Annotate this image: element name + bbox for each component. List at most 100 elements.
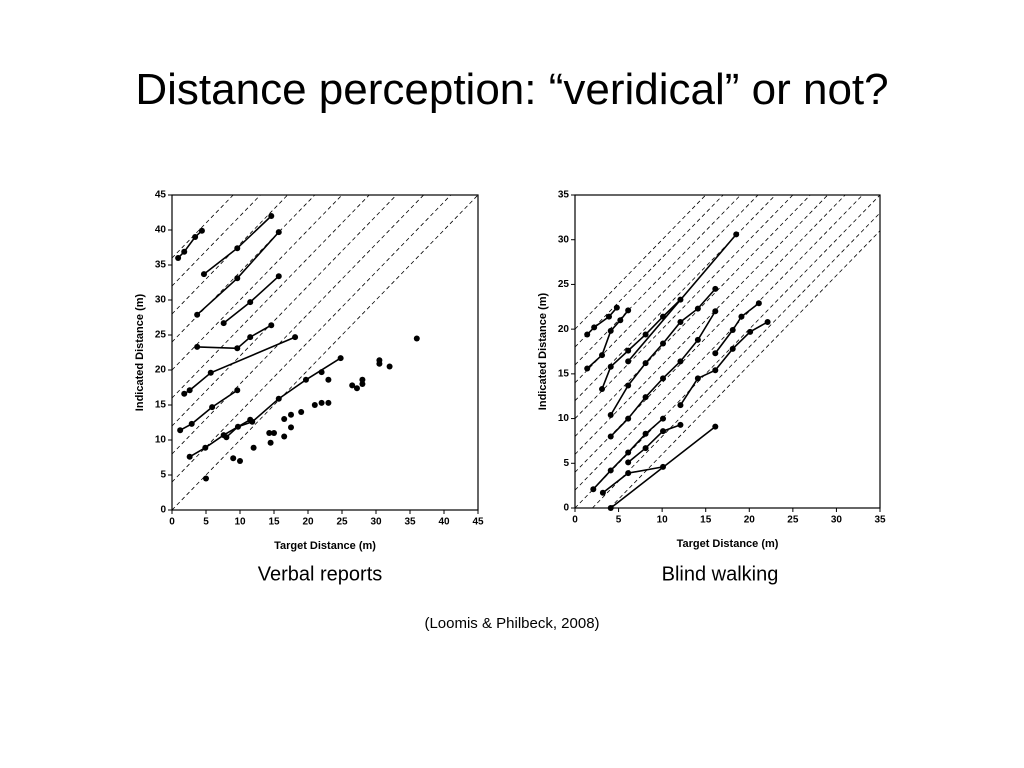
data-point [209,404,216,411]
data-point [292,334,299,341]
x-tick-label: 45 [472,517,484,528]
x-tick-label: 10 [234,517,246,528]
data-point [764,318,771,325]
reference-line [171,194,343,371]
data-point [234,387,241,394]
x-tick-label: 0 [572,515,578,526]
y-tick-label: 0 [563,503,569,514]
data-point [302,376,309,383]
data-point [247,299,254,306]
data-point [194,343,201,350]
series-line [627,424,681,464]
reference-line [171,194,234,259]
y-tick-label: 5 [563,458,569,469]
x-tick-label: 40 [438,517,450,528]
data-point [234,345,241,352]
reference-line [171,194,397,427]
y-tick-label: 40 [155,225,167,236]
reference-line [574,194,811,437]
data-point [353,385,360,392]
data-point [237,458,243,464]
data-point [625,449,632,456]
reference-line [574,194,759,384]
data-point [275,273,282,280]
data-point [181,248,188,255]
series-line [189,419,251,458]
series-line [183,336,296,395]
data-point [599,489,606,496]
series-line [177,230,203,259]
y-tick-label: 25 [155,330,167,341]
data-point [349,382,356,389]
x-tick-label: 35 [874,515,886,526]
reference-line [574,194,829,455]
data-point [599,386,606,393]
data-point [194,311,201,318]
series-line [179,389,238,431]
data-point [712,308,719,315]
y-tick-label: 15 [558,368,570,379]
data-point [747,328,754,335]
data-point [607,505,614,511]
data-point [712,367,719,374]
x-tick-label: 0 [169,517,175,528]
y-tick-label: 0 [160,505,166,516]
data-point [584,365,591,372]
x-tick-label: 25 [336,517,348,528]
data-point [625,382,632,389]
data-point [605,313,612,320]
y-axis-label: Indicated Distance (m) [134,293,146,411]
y-axis-label: Indicated Distance (m) [537,292,549,410]
data-point [266,430,273,436]
y-tick-label: 25 [558,279,570,290]
data-point [712,285,719,292]
x-tick-label: 35 [404,517,416,528]
data-point [625,459,632,466]
data-point [281,433,288,440]
reference-line [171,194,316,343]
data-point [660,340,667,347]
reference-line [171,194,370,399]
y-tick-label: 20 [155,365,167,376]
data-point [200,271,207,278]
x-tick-label: 30 [831,515,843,526]
data-point [694,305,701,312]
data-point [192,234,199,240]
data-point [288,411,294,418]
x-axis-label: Target Distance (m) [274,540,376,552]
data-point [359,381,366,387]
data-point [203,475,209,482]
data-point [677,358,684,365]
data-point [625,415,632,422]
data-point [677,402,684,409]
data-point [281,416,288,422]
y-tick-label: 35 [558,190,570,201]
reference-line [171,194,452,483]
y-tick-label: 35 [155,260,167,271]
data-point [712,423,719,430]
data-point [729,345,736,352]
data-point [207,369,214,376]
data-point [271,430,277,436]
data-point [250,444,257,451]
data-point [607,363,614,370]
x-tick-label: 5 [616,515,622,526]
data-point [325,399,332,406]
data-point [267,439,274,446]
data-point [230,455,237,462]
data-point [625,470,632,477]
citation: (Loomis & Philbeck, 2008) [424,615,599,632]
data-point [738,313,745,320]
y-tick-label: 10 [155,435,167,446]
x-tick-label: 15 [268,517,280,528]
data-point [247,416,254,423]
data-point [288,424,294,431]
y-tick-label: 15 [155,400,167,411]
reference-line [592,212,881,509]
data-point [642,445,649,452]
reference-line [574,194,724,348]
data-point [337,355,344,362]
data-point [712,350,719,357]
data-point [733,231,740,238]
